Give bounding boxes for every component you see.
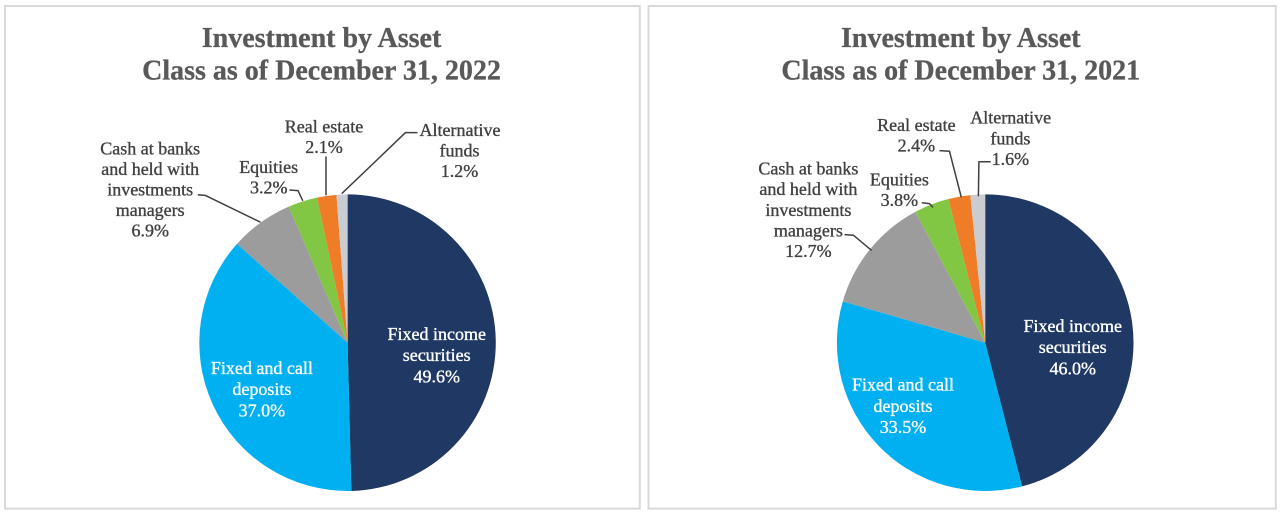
- svg-text:3.2%: 3.2%: [250, 178, 288, 198]
- svg-text:6.9%: 6.9%: [131, 221, 169, 241]
- svg-text:and held with: and held with: [101, 159, 199, 179]
- svg-text:Fixed and call: Fixed and call: [852, 375, 954, 395]
- svg-text:Cash at banks: Cash at banks: [758, 159, 858, 179]
- svg-text:Class as of December 31, 2021: Class as of December 31, 2021: [781, 55, 1140, 86]
- svg-text:managers: managers: [116, 200, 185, 220]
- svg-text:deposits: deposits: [873, 396, 932, 416]
- svg-text:49.6%: 49.6%: [413, 366, 460, 386]
- svg-text:Alternative: Alternative: [420, 120, 501, 140]
- svg-text:2.1%: 2.1%: [305, 137, 343, 157]
- svg-text:and held with: and held with: [759, 179, 857, 199]
- svg-text:Cash at banks: Cash at banks: [100, 139, 200, 159]
- svg-text:33.5%: 33.5%: [880, 417, 927, 437]
- svg-text:investments: investments: [765, 200, 851, 220]
- svg-text:securities: securities: [1039, 337, 1107, 357]
- svg-text:37.0%: 37.0%: [239, 400, 286, 420]
- svg-text:2.4%: 2.4%: [898, 136, 936, 156]
- svg-text:securities: securities: [403, 345, 471, 365]
- svg-text:funds: funds: [440, 141, 480, 161]
- svg-text:Equities: Equities: [870, 169, 929, 189]
- svg-text:Fixed and call: Fixed and call: [211, 358, 313, 378]
- svg-text:Class as of December 31, 2022: Class as of December 31, 2022: [142, 55, 501, 86]
- svg-text:Real estate: Real estate: [285, 117, 363, 137]
- svg-text:investments: investments: [107, 180, 193, 200]
- svg-text:Equities: Equities: [239, 157, 298, 177]
- svg-text:managers: managers: [774, 220, 843, 240]
- svg-text:Fixed income: Fixed income: [1023, 316, 1121, 336]
- svg-text:Fixed income: Fixed income: [387, 324, 485, 344]
- svg-text:Real estate: Real estate: [877, 115, 955, 135]
- svg-text:3.8%: 3.8%: [881, 190, 919, 210]
- svg-text:deposits: deposits: [232, 379, 291, 399]
- svg-text:Alternative: Alternative: [970, 108, 1051, 128]
- svg-text:funds: funds: [990, 128, 1030, 148]
- svg-text:1.6%: 1.6%: [992, 149, 1030, 169]
- svg-text:1.2%: 1.2%: [441, 161, 479, 181]
- svg-text:Investment by Asset: Investment by Asset: [841, 23, 1081, 54]
- svg-text:12.7%: 12.7%: [785, 241, 832, 261]
- svg-text:Investment by Asset: Investment by Asset: [202, 23, 442, 54]
- svg-text:46.0%: 46.0%: [1049, 358, 1096, 378]
